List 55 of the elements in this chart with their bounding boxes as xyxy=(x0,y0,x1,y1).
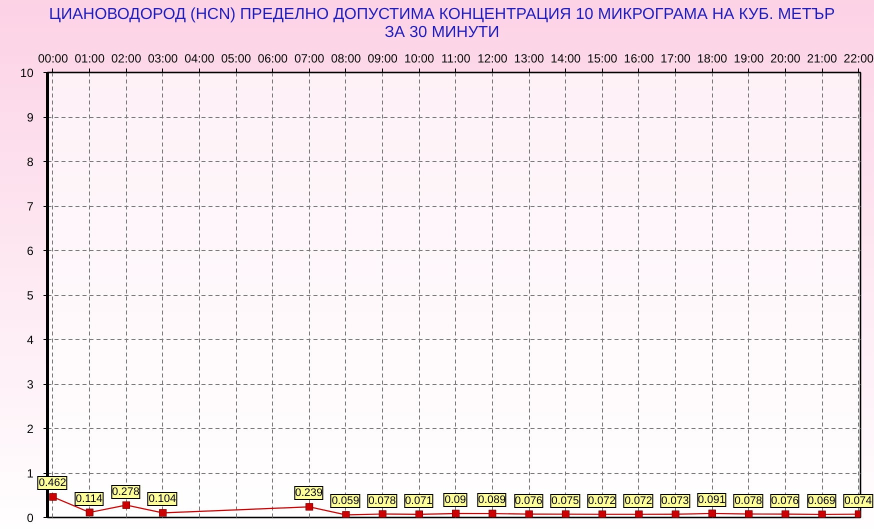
data-label: 0.076 xyxy=(770,494,800,508)
y-tick-label: 8 xyxy=(26,155,34,169)
x-tick-label: 07:00 xyxy=(294,52,325,66)
x-tick-label: 21:00 xyxy=(807,52,838,66)
data-label: 0.071 xyxy=(404,494,434,508)
data-label: 0.104 xyxy=(148,492,178,506)
x-tick-label: 10:00 xyxy=(404,52,435,66)
x-tick-label: 06:00 xyxy=(258,52,288,66)
data-label: 0.09 xyxy=(444,492,468,507)
x-tick-label: 17:00 xyxy=(660,52,691,66)
x-tick-label: 20:00 xyxy=(770,52,801,66)
data-label: 0.462 xyxy=(38,476,68,490)
data-label: 0.072 xyxy=(587,494,617,508)
y-tick-label: 10 xyxy=(20,66,34,80)
x-tick-label: 05:00 xyxy=(221,52,252,66)
x-tick-label: 01:00 xyxy=(74,52,105,66)
data-label: 0.078 xyxy=(734,494,764,508)
x-tick-label: 16:00 xyxy=(624,52,654,66)
data-label: 0.072 xyxy=(624,494,654,508)
x-tick-label: 09:00 xyxy=(368,52,398,66)
data-label: 0.073 xyxy=(660,494,690,508)
data-label: 0.059 xyxy=(330,494,360,508)
data-label: 0.074 xyxy=(843,494,873,508)
x-tick-label: 03:00 xyxy=(148,52,178,66)
data-label: 0.278 xyxy=(110,484,140,499)
x-tick-label: 04:00 xyxy=(184,52,215,66)
x-tick-label: 19:00 xyxy=(734,52,764,66)
x-tick-label: 00:00 xyxy=(38,52,68,66)
y-tick-label: 9 xyxy=(26,110,34,124)
y-tick-label: 1 xyxy=(26,466,34,480)
y-tick-label: 4 xyxy=(26,333,34,347)
x-tick-label: 11:00 xyxy=(441,52,471,66)
y-tick-label: 3 xyxy=(26,378,34,392)
data-label: 0.076 xyxy=(514,494,544,508)
x-tick-label: 08:00 xyxy=(330,52,362,66)
x-tick-label: 22:00 xyxy=(844,52,874,66)
x-tick-label: 18:00 xyxy=(697,52,728,66)
x-tick-label: 14:00 xyxy=(550,52,582,66)
x-tick-label: 15:00 xyxy=(587,52,618,66)
y-tick-label: 2 xyxy=(26,422,34,436)
chart-title: ЦИАНОВОДОРОД (HCN) ПРЕДЕЛНО ДОПУСТИМА КОНЦЕНТРАЦИЯ 10 МИКРОГРАМА НА КУБ. МЕТЪР ЗА 30 МИНУТИ xyxy=(49,6,835,42)
y-tick-label: 7 xyxy=(26,200,34,214)
x-tick-label: 13:00 xyxy=(514,52,544,66)
data-label: 0.239 xyxy=(294,486,324,500)
data-label: 0.089 xyxy=(477,493,507,508)
data-label: 0.078 xyxy=(367,494,397,508)
data-label: 0.075 xyxy=(550,494,580,508)
data-label: 0.091 xyxy=(696,492,726,507)
y-tick-label: 0 xyxy=(26,511,34,525)
y-tick-label: 5 xyxy=(26,288,34,302)
x-tick-label: 12:00 xyxy=(477,52,508,66)
x-tick-label: 02:00 xyxy=(111,52,142,66)
data-label: 0.114 xyxy=(74,492,104,506)
y-tick-label: 6 xyxy=(26,244,34,258)
data-label: 0.069 xyxy=(806,494,836,508)
